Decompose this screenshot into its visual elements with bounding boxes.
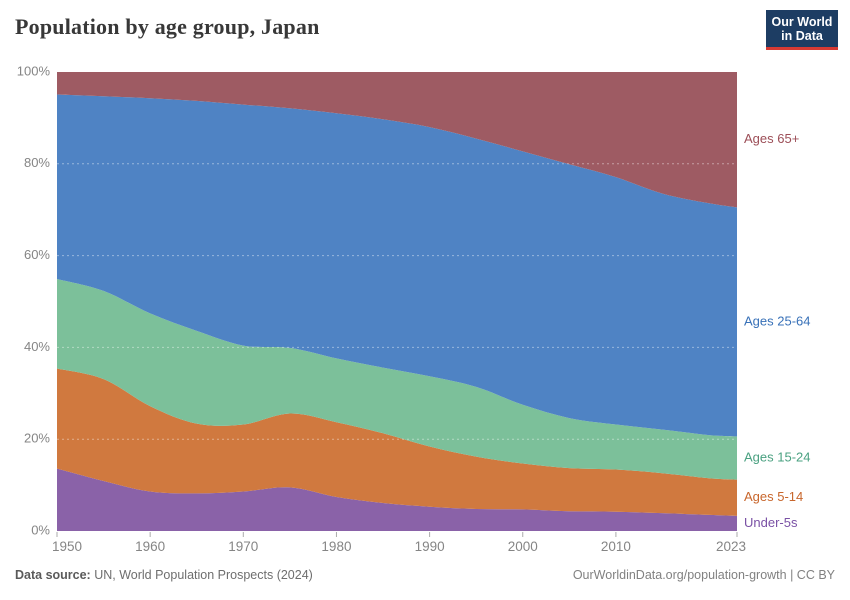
x-tick-label-1970: 1970 — [228, 539, 258, 554]
area-under-5s[interactable] — [57, 468, 737, 531]
y-tick-label-80: 80% — [24, 155, 50, 170]
y-tick-label-40: 40% — [24, 339, 50, 354]
area-ages-5-14[interactable] — [57, 368, 737, 516]
x-tick-label-1980: 1980 — [321, 539, 351, 554]
chart-footer: Data source: UN, World Population Prospe… — [15, 568, 835, 582]
x-tick-label-1950: 1950 — [52, 539, 82, 554]
credit-line[interactable]: OurWorldinData.org/population-growth | C… — [572, 568, 835, 582]
x-tick-label-1990: 1990 — [415, 539, 445, 554]
y-tick-label-0: 0% — [31, 522, 50, 537]
area-ages-25-64[interactable] — [57, 94, 737, 437]
series-label-ages-15-24: Ages 15-24 — [744, 449, 811, 464]
y-tick-label-20: 20% — [24, 431, 50, 446]
x-tick-label-2010: 2010 — [601, 539, 631, 554]
series-label-ages-5-14: Ages 5-14 — [744, 489, 803, 504]
y-tick-label-100: 100% — [17, 63, 51, 78]
area-ages-65-plus[interactable] — [57, 72, 737, 208]
series-label-ages-65-plus: Ages 65+ — [744, 131, 799, 146]
owid-logo-line2: in Data — [781, 29, 823, 43]
series-label-ages-25-64: Ages 25-64 — [744, 313, 811, 328]
page-title: Population by age group, Japan — [15, 14, 320, 39]
x-tick-label-2023: 2023 — [716, 539, 746, 554]
y-tick-label-60: 60% — [24, 247, 50, 262]
series-label-under-5s: Under-5s — [744, 515, 798, 530]
area-ages-15-24[interactable] — [57, 279, 737, 480]
chart-header: Population by age group, Japan Our World… — [15, 10, 838, 50]
data-source-label: Data source: — [15, 568, 91, 582]
owid-logo-line1: Our World — [771, 15, 833, 29]
owid-logo[interactable]: Our World in Data — [766, 10, 838, 50]
x-tick-label-2000: 2000 — [508, 539, 538, 554]
x-tick-label-1960: 1960 — [135, 539, 165, 554]
data-source: Data source: UN, World Population Prospe… — [15, 568, 313, 582]
data-source-value: UN, World Population Prospects (2024) — [90, 568, 313, 582]
